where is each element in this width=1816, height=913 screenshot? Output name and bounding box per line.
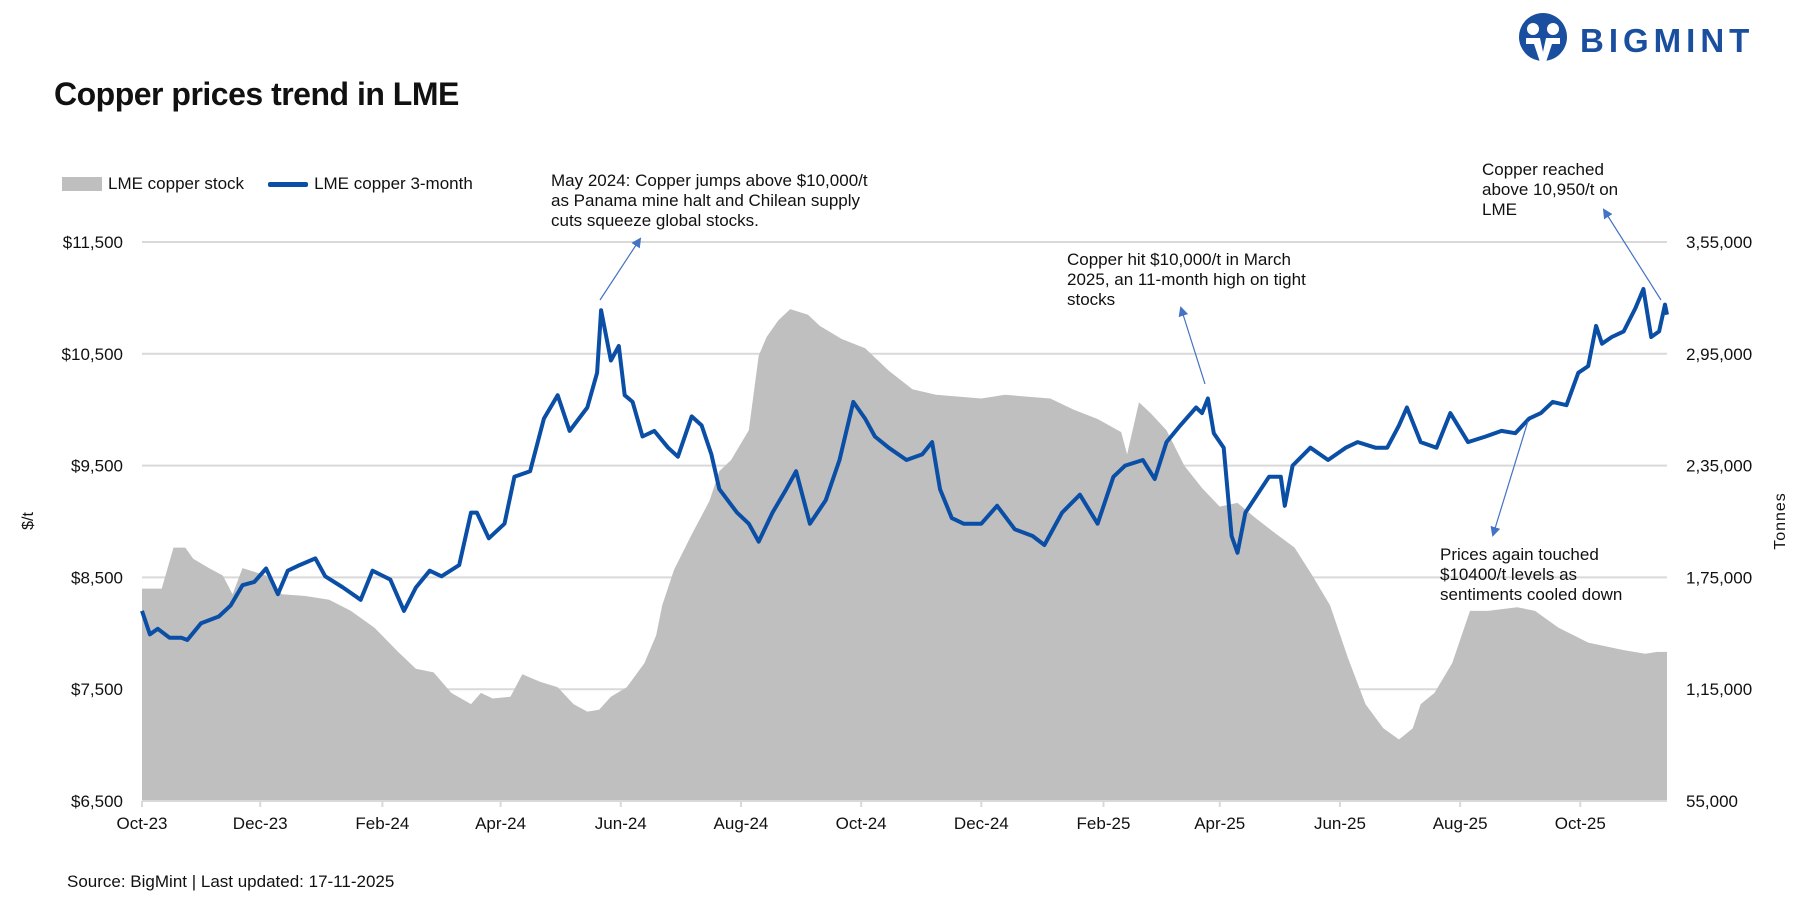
y-right-tick-label: 1,15,000	[1686, 680, 1752, 699]
bigmint-logo-icon	[1519, 13, 1567, 62]
legend-item-price: LME copper 3-month	[268, 174, 473, 194]
annotation-line: Copper hit $10,000/t in March	[1067, 250, 1291, 269]
price-line-group	[140, 287, 1669, 642]
annotation-line: $10400/t levels as	[1440, 565, 1578, 584]
annotation-arrows	[599, 208, 1662, 537]
y-right-tick-label: 1,75,000	[1686, 568, 1752, 587]
annotation-nov-2025: Copper reached above 10,950/t on LME	[1482, 160, 1618, 220]
annotation-line: Copper reached	[1482, 160, 1604, 179]
source-note: Source: BigMint | Last updated: 17-11-20…	[67, 872, 395, 891]
annotation-line: cuts squeeze global stocks.	[551, 211, 759, 230]
stock-area	[142, 309, 1667, 801]
y-right-tick-label: 3,55,000	[1686, 233, 1752, 252]
x-tick-label: Apr-25	[1194, 814, 1245, 833]
annotation-arrow	[1178, 306, 1206, 385]
y-right-tick-label: 55,000	[1686, 792, 1738, 811]
y-left-tick-label: $11,500	[63, 233, 123, 252]
chart-title: Copper prices trend in LME	[54, 76, 459, 112]
y-axis-right-label: Tonnes	[1771, 492, 1789, 550]
y-right-tick-label: 2,35,000	[1686, 457, 1752, 476]
legend-swatch-stock	[62, 177, 102, 191]
y-axis-left-label: $/t	[19, 512, 37, 530]
bigmint-logo-text: BIGMINT	[1580, 22, 1755, 59]
annotation-line: sentiments cooled down	[1440, 585, 1623, 604]
legend-item-stock: LME copper stock	[62, 174, 244, 194]
y-left-tick-label: $10,500	[62, 345, 123, 364]
x-tick-label: Jun-25	[1314, 814, 1366, 833]
x-tick-label: Feb-24	[355, 814, 409, 833]
annotation-line: LME	[1482, 200, 1517, 219]
x-tick-label: Oct-24	[836, 814, 887, 833]
stock-area-group	[142, 309, 1667, 801]
legend-label-stock: LME copper stock	[108, 174, 245, 193]
annotation-line: May 2024: Copper jumps above $10,000/t	[551, 171, 868, 190]
annotation-line: Prices again touched	[1440, 545, 1599, 564]
annotation-line: as Panama mine halt and Chilean supply	[551, 191, 861, 210]
x-tick-label: Aug-25	[1433, 814, 1488, 833]
x-tick-label: Feb-25	[1077, 814, 1131, 833]
legend: LME copper stock LME copper 3-month	[62, 174, 473, 194]
x-tick-label: Aug-24	[714, 814, 769, 833]
x-tick-label: Oct-25	[1555, 814, 1606, 833]
legend-swatch-price	[268, 181, 309, 187]
annotation-line: 2025, an 11-month high on tight	[1067, 270, 1306, 289]
bigmint-logo: BIGMINT	[1517, 12, 1797, 64]
x-tick-label: Jun-24	[595, 814, 647, 833]
x-tick-label: Dec-23	[233, 814, 288, 833]
x-tick-label: Dec-24	[954, 814, 1009, 833]
annotation-sep-2025: Prices again touched $10400/t levels as …	[1440, 545, 1622, 605]
axes: $6,500 55,000 $7,500 1,15,000 $8,500 1,75,000…	[62, 233, 1753, 833]
y-right-tick-label: 2,95,000	[1686, 345, 1752, 364]
annotation-line: stocks	[1067, 290, 1116, 309]
annotation-arrow	[1602, 208, 1662, 301]
price-line	[140, 287, 1669, 642]
x-tick-label: Oct-23	[116, 814, 167, 833]
annotation-arrow	[1490, 420, 1529, 537]
annotation-may-2024: May 2024: Copper jumps above $10,000/t a…	[551, 171, 868, 231]
annotation-line: above 10,950/t on	[1482, 180, 1619, 199]
annotation-arrow	[599, 237, 642, 301]
annotation-march-2025: Copper hit $10,000/t in March 2025, an 1…	[1067, 250, 1306, 310]
y-left-tick-label: $8,500	[71, 568, 123, 587]
y-left-tick-label: $7,500	[71, 680, 123, 699]
y-left-tick-label: $9,500	[71, 457, 123, 476]
y-left-tick-label: $6,500	[71, 792, 123, 811]
legend-label-price: LME copper 3-month	[314, 174, 473, 193]
x-tick-label: Apr-24	[475, 814, 526, 833]
